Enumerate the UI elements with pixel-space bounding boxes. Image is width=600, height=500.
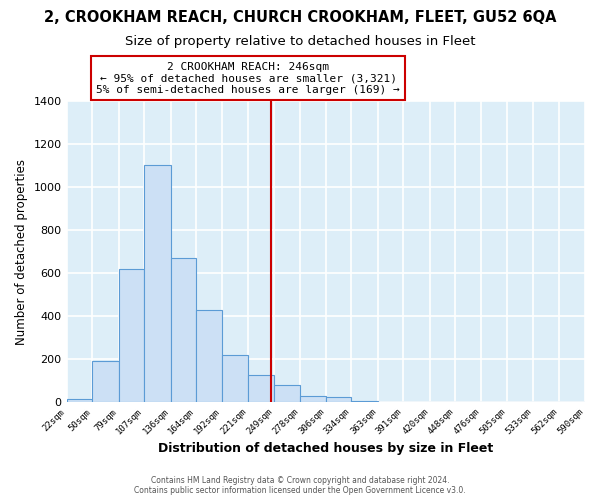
Y-axis label: Number of detached properties: Number of detached properties [15, 158, 28, 344]
Text: 2, CROOKHAM REACH, CHURCH CROOKHAM, FLEET, GU52 6QA: 2, CROOKHAM REACH, CHURCH CROOKHAM, FLEE… [44, 10, 556, 25]
Bar [119, 269, 144, 402]
Text: Contains HM Land Registry data © Crown copyright and database right 2024.
Contai: Contains HM Land Registry data © Crown c… [134, 476, 466, 495]
Bar [274, 385, 300, 402]
Bar [222, 354, 248, 403]
Bar [92, 361, 119, 403]
Text: 2 CROOKHAM REACH: 246sqm
← 95% of detached houses are smaller (3,321)
5% of semi: 2 CROOKHAM REACH: 246sqm ← 95% of detach… [96, 62, 400, 95]
Bar [248, 375, 274, 402]
Bar [300, 396, 326, 402]
Text: Size of property relative to detached houses in Fleet: Size of property relative to detached ho… [125, 35, 475, 48]
Bar [67, 399, 92, 402]
X-axis label: Distribution of detached houses by size in Fleet: Distribution of detached houses by size … [158, 442, 493, 455]
Bar [326, 397, 352, 402]
Bar [144, 166, 170, 402]
Bar [170, 258, 196, 402]
Bar [196, 310, 222, 402]
